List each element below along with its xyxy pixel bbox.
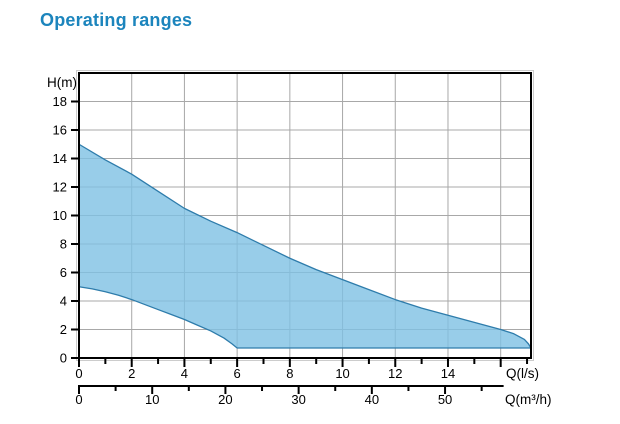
y-axis-tick-label: 16: [53, 123, 67, 138]
y-axis-tick-label: 18: [53, 94, 67, 109]
y-axis-tick-label: 6: [60, 265, 67, 280]
x-secondary-tick-label: 20: [218, 392, 232, 407]
y-axis-tick-label: 0: [60, 351, 67, 366]
x-primary-tick-label: 10: [335, 366, 349, 381]
x-primary-tick-label: 2: [128, 366, 135, 381]
y-axis-tick-label: 12: [53, 180, 67, 195]
y-axis-tick-label: 14: [53, 151, 67, 166]
x-secondary-tick-label: 30: [291, 392, 305, 407]
y-axis-tick-label: 10: [53, 208, 67, 223]
x-primary-tick-label: 4: [181, 366, 188, 381]
x-primary-tick-label: 8: [286, 366, 293, 381]
x-primary-axis-title: Q(l/s): [506, 366, 539, 381]
x-primary-tick-label: 12: [388, 366, 402, 381]
x-primary-tick-label: 0: [75, 366, 82, 381]
x-secondary-axis-title: Q(m³/h): [505, 392, 552, 407]
page-title: Operating ranges: [40, 10, 193, 30]
x-primary-tick-label: 6: [234, 366, 241, 381]
x-secondary-tick-label: 40: [365, 392, 379, 407]
x-secondary-tick-label: 50: [438, 392, 452, 407]
y-axis-tick-label: 8: [60, 237, 67, 252]
x-secondary-tick-label: 0: [75, 392, 82, 407]
operating-region-area: [78, 143, 532, 349]
y-axis-title: H(m): [47, 75, 77, 90]
x-primary-tick-label: 14: [441, 366, 455, 381]
y-axis-tick-label: 2: [60, 322, 67, 337]
x-secondary-tick-label: 10: [145, 392, 159, 407]
y-axis-tick-label: 4: [60, 294, 67, 309]
